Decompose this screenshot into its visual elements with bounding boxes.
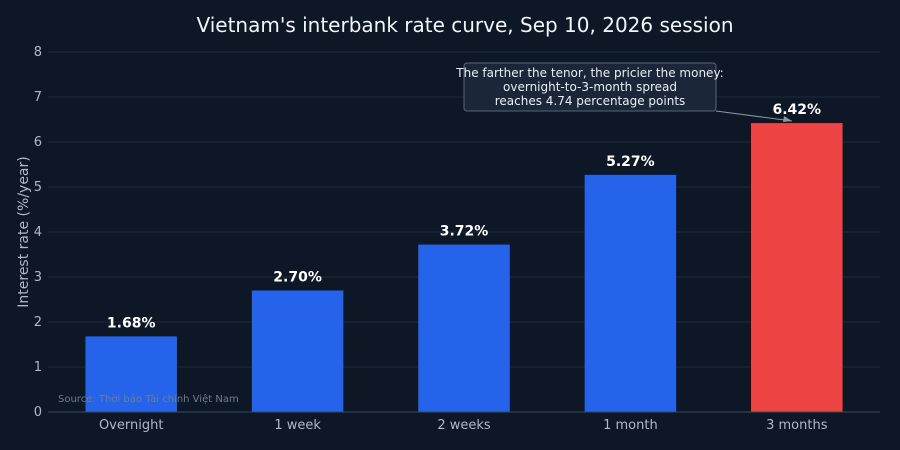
bar-3 bbox=[584, 174, 677, 412]
x-tick-label: 1 month bbox=[603, 418, 658, 433]
x-tick-label: Overnight bbox=[99, 418, 163, 433]
y-axis-label: Interest rate (%/year) bbox=[16, 156, 32, 307]
bar-4 bbox=[751, 123, 843, 412]
annotation-line-1: The farther the tenor, the pricier the m… bbox=[455, 66, 723, 80]
annotation-arrowhead bbox=[783, 116, 792, 122]
y-tick-label: 3 bbox=[34, 270, 42, 285]
y-tick-label: 7 bbox=[34, 90, 42, 105]
data-labels: 1.68% 2.70% 3.72% 5.27% 6.42% bbox=[107, 102, 821, 331]
annotation-line-3: reaches 4.74 percentage points bbox=[495, 94, 686, 108]
bar-2 bbox=[418, 244, 510, 412]
annotation: The farther the tenor, the pricier the m… bbox=[455, 62, 793, 122]
data-label: 2.70% bbox=[273, 270, 322, 286]
bar-1 bbox=[251, 290, 344, 412]
bar-0 bbox=[85, 336, 177, 412]
x-tick-label: 2 weeks bbox=[437, 418, 491, 433]
chart-title: Vietnam's interbank rate curve, Sep 10, … bbox=[196, 13, 733, 37]
y-tick-label: 1 bbox=[34, 360, 42, 375]
x-tick-labels: Overnight 1 week 2 weeks 1 month 3 months bbox=[99, 418, 828, 433]
y-tick-labels: 0 1 2 3 4 5 6 7 8 bbox=[34, 45, 42, 420]
y-tick-label: 8 bbox=[34, 45, 42, 60]
data-label: 1.68% bbox=[107, 315, 156, 331]
annotation-arrow bbox=[715, 110, 793, 122]
data-label: 3.72% bbox=[440, 224, 489, 240]
y-tick-label: 6 bbox=[34, 135, 42, 150]
y-tick-label: 0 bbox=[34, 405, 42, 420]
x-tick-label: 1 week bbox=[274, 418, 321, 433]
data-label: 5.27% bbox=[606, 154, 655, 170]
annotation-line-2: overnight-to-3-month spread bbox=[503, 80, 677, 94]
y-tick-label: 2 bbox=[34, 315, 42, 330]
annotation-box bbox=[463, 62, 717, 112]
y-tick-label: 4 bbox=[34, 225, 42, 240]
x-tick-label: 3 months bbox=[766, 418, 828, 433]
source-note: Source: Thời báo Tài chính Việt Nam bbox=[58, 393, 239, 405]
data-label: 6.42% bbox=[773, 102, 822, 118]
bars bbox=[85, 123, 843, 412]
y-tick-label: 5 bbox=[34, 180, 42, 195]
